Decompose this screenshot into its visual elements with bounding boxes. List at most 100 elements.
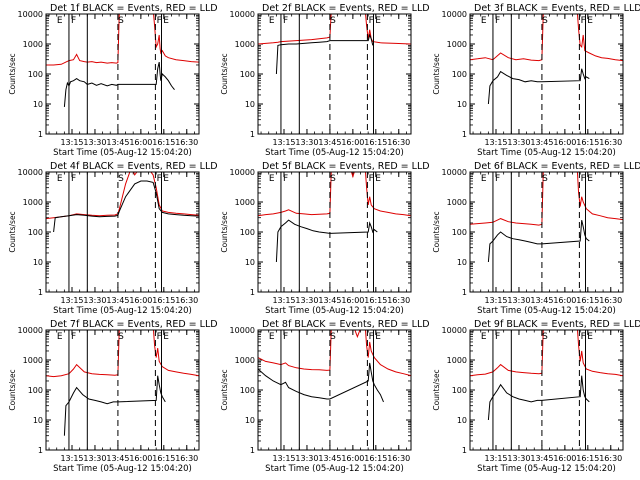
y-tick-label: 10 xyxy=(33,258,43,267)
x-axis-label: Start Time (05-Aug-12 15:04:20) xyxy=(477,148,616,158)
detector-panel-5: Det 5f BLACK = Events, RED = LLD 1 10 100 10… xyxy=(220,161,430,316)
plot-frame xyxy=(45,329,200,451)
x-tick-label: 13:30 xyxy=(507,296,530,305)
x-tick-label: 16:00 xyxy=(341,138,364,147)
events-series-line xyxy=(487,68,590,105)
region-label: E xyxy=(481,332,487,342)
region-label: S xyxy=(542,16,548,26)
x-tick-label: 13:45 xyxy=(106,296,129,305)
region-label: E xyxy=(269,16,275,26)
panel-title: Det 6f BLACK = Events, RED = LLD xyxy=(474,161,640,172)
x-axis-label: Start Time (05-Aug-12 15:04:20) xyxy=(265,306,404,316)
y-tick-label: 100 xyxy=(452,386,467,395)
x-tick-label: 16:15 xyxy=(364,296,387,305)
y-tick-label: 1000 xyxy=(447,40,467,49)
y-tick-label: 1000 xyxy=(23,40,43,49)
x-tick-label: 16:15 xyxy=(576,296,599,305)
x-tick-label: 13:45 xyxy=(318,454,341,463)
x-tick-label: 16:00 xyxy=(553,296,576,305)
region-label: E xyxy=(57,332,63,342)
x-tick-label: 13:15 xyxy=(272,138,295,147)
lld-series-line xyxy=(470,14,623,62)
x-tick-label: 13:45 xyxy=(106,138,129,147)
x-axis-label: Start Time (05-Aug-12 15:04:20) xyxy=(265,464,404,474)
y-tick-label: 1 xyxy=(250,130,255,139)
y-tick-label: 1 xyxy=(38,288,43,297)
x-tick-label: 16:30 xyxy=(599,138,622,147)
x-axis-label: Start Time (05-Aug-12 15:04:20) xyxy=(53,464,192,474)
y-tick-label: 10000 xyxy=(442,168,467,177)
lld-series-line xyxy=(470,172,623,226)
lld-series-line xyxy=(258,172,411,217)
x-tick-label: 13:45 xyxy=(530,454,553,463)
y-tick-label: 10000 xyxy=(18,10,43,19)
x-tick-label: 13:15 xyxy=(60,296,83,305)
x-tick-label: 16:00 xyxy=(553,454,576,463)
region-label: F xyxy=(71,16,76,26)
y-axis-label: Counts/sec xyxy=(432,369,441,410)
x-tick-label: 16:30 xyxy=(387,138,410,147)
region-label: E xyxy=(587,16,593,26)
x-tick-label: 16:00 xyxy=(129,454,152,463)
x-tick-label: 13:15 xyxy=(272,296,295,305)
region-label: F xyxy=(71,332,76,342)
x-tick-label: 16:15 xyxy=(152,454,175,463)
region-label: F xyxy=(581,16,586,26)
region-label: F xyxy=(581,174,586,184)
region-label: S xyxy=(118,174,124,184)
region-label: E xyxy=(269,332,275,342)
region-label: E xyxy=(375,332,381,342)
y-tick-label: 100 xyxy=(28,386,43,395)
region-label: S xyxy=(330,16,336,26)
x-axis-label: Start Time (05-Aug-12 15:04:20) xyxy=(265,148,404,158)
x-axis-label: Start Time (05-Aug-12 15:04:20) xyxy=(477,306,616,316)
x-axis-label: Start Time (05-Aug-12 15:04:20) xyxy=(53,148,192,158)
region-label: E xyxy=(375,174,381,184)
x-tick-label: 16:00 xyxy=(129,138,152,147)
lld-series-line xyxy=(46,330,199,378)
region-label: F xyxy=(581,332,586,342)
detector-panel-9: Det 9f BLACK = Events, RED = LLD 1 10 100 10… xyxy=(432,319,640,474)
y-tick-label: 1 xyxy=(38,130,43,139)
y-tick-label: 1000 xyxy=(447,356,467,365)
y-tick-label: 100 xyxy=(452,70,467,79)
x-tick-label: 13:30 xyxy=(83,138,106,147)
panel-title: Det 3f BLACK = Events, RED = LLD xyxy=(474,3,640,14)
y-axis-label: Counts/sec xyxy=(432,53,441,94)
y-tick-label: 10000 xyxy=(442,326,467,335)
events-series-line xyxy=(258,362,384,403)
lld-series-line xyxy=(46,14,199,66)
y-tick-label: 10 xyxy=(457,416,467,425)
detector-panel-1: Det 1f BLACK = Events, RED = LLD 1 10 100 10… xyxy=(8,3,218,158)
region-label: E xyxy=(269,174,275,184)
region-label: F xyxy=(283,16,288,26)
region-label: F xyxy=(369,174,374,184)
region-label: E xyxy=(163,332,169,342)
y-tick-label: 10 xyxy=(245,416,255,425)
y-tick-label: 100 xyxy=(240,70,255,79)
detector-panel-6: Det 6f BLACK = Events, RED = LLD 1 10 100 10… xyxy=(432,161,640,316)
lld-series-line xyxy=(46,172,199,220)
y-tick-label: 1000 xyxy=(235,198,255,207)
plot-frame xyxy=(469,171,624,293)
panel-title: Det 4f BLACK = Events, RED = LLD xyxy=(50,161,218,172)
y-tick-label: 1000 xyxy=(235,356,255,365)
region-label: F xyxy=(495,174,500,184)
y-tick-label: 100 xyxy=(240,386,255,395)
plot-frame xyxy=(45,171,200,293)
x-tick-label: 13:30 xyxy=(295,454,318,463)
y-tick-label: 1 xyxy=(250,288,255,297)
y-tick-label: 10000 xyxy=(230,326,255,335)
y-tick-label: 1 xyxy=(462,288,467,297)
y-tick-label: 10000 xyxy=(442,10,467,19)
events-series-line xyxy=(275,219,378,263)
region-label: F xyxy=(157,174,162,184)
y-tick-label: 10000 xyxy=(18,168,43,177)
y-tick-label: 10 xyxy=(33,100,43,109)
region-label: F xyxy=(283,174,288,184)
lld-series-line xyxy=(258,330,411,377)
x-tick-label: 13:15 xyxy=(484,138,507,147)
region-label: S xyxy=(330,174,336,184)
x-tick-label: 13:15 xyxy=(60,454,83,463)
